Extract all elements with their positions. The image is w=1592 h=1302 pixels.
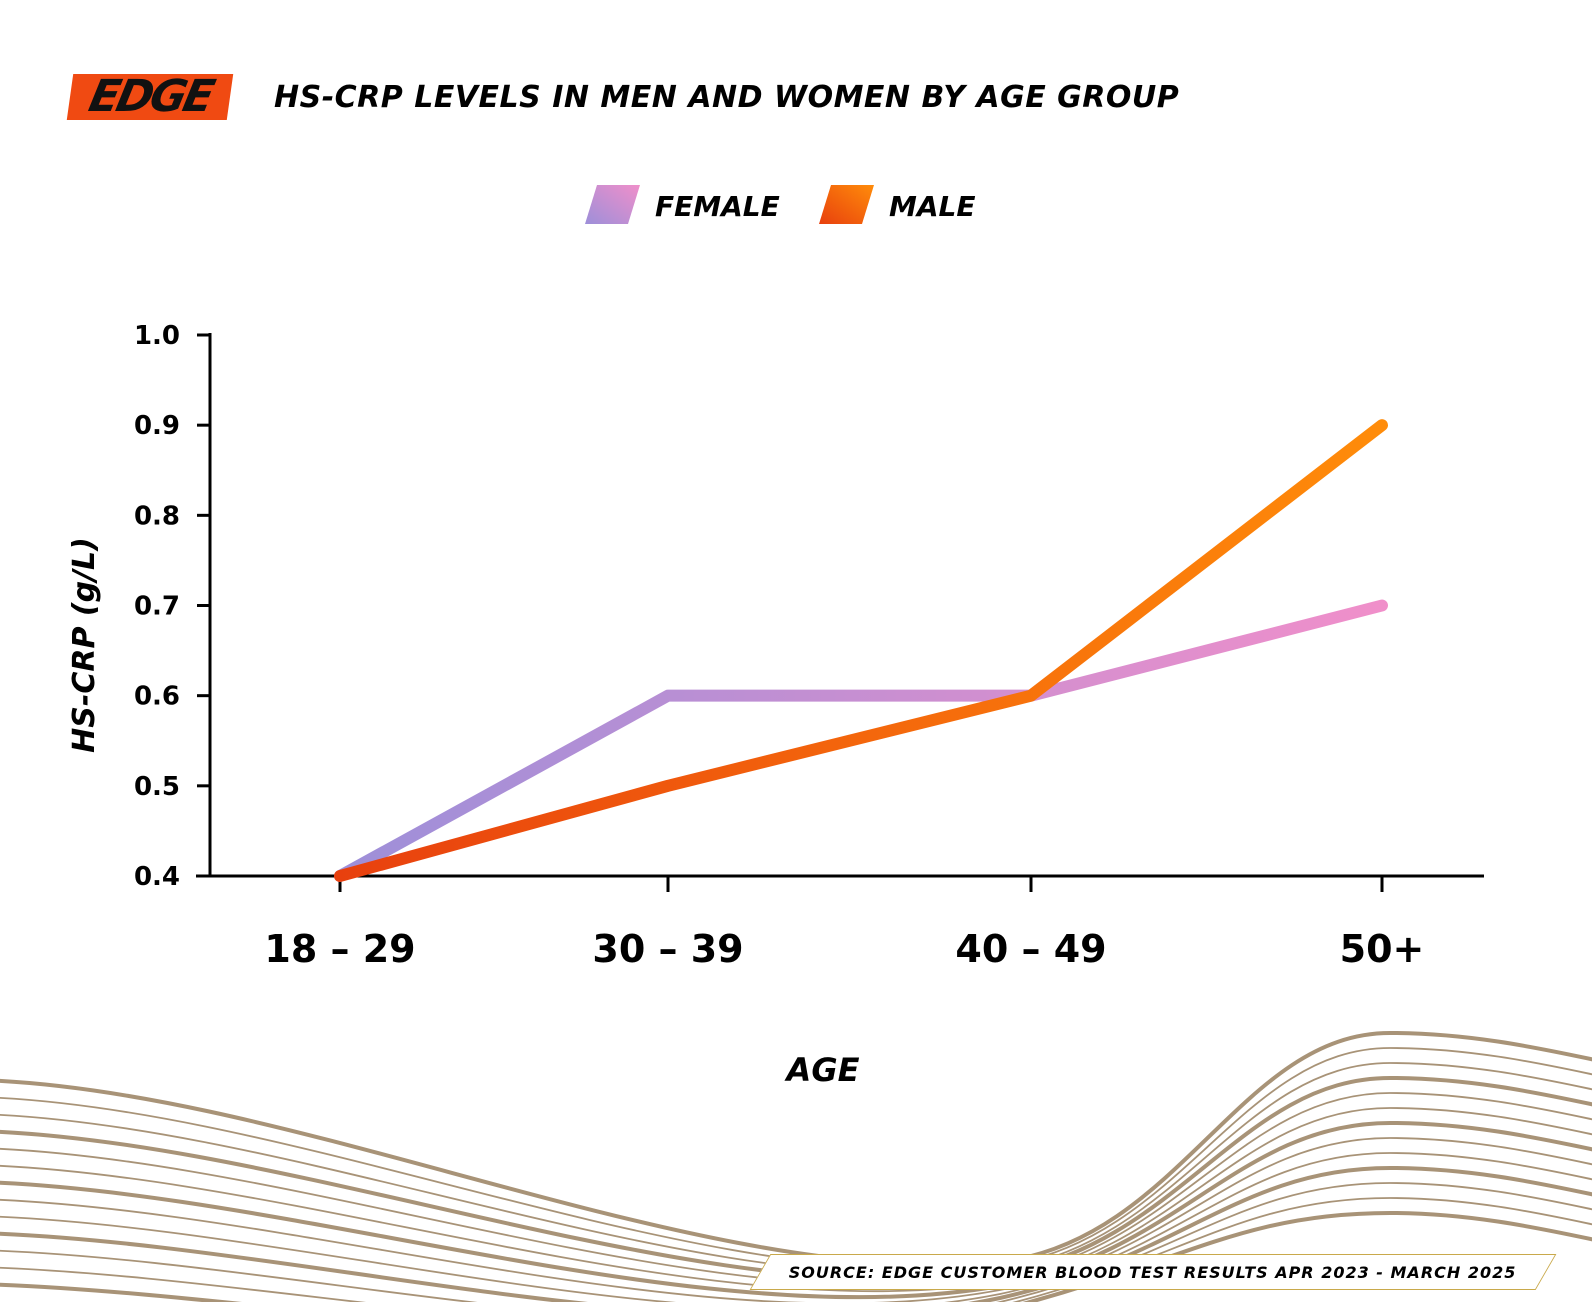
legend-swatch-male bbox=[819, 185, 874, 224]
legend: FEMALE MALE bbox=[585, 185, 976, 224]
x-category-label: 30 – 39 bbox=[592, 927, 743, 971]
y-tick-label: 0.7 bbox=[134, 592, 180, 622]
series-line-female bbox=[334, 599, 1388, 882]
y-tick-label: 0.4 bbox=[134, 862, 180, 892]
x-category-label: 50+ bbox=[1340, 927, 1425, 971]
legend-label-male: MALE bbox=[889, 190, 976, 223]
wave-line bbox=[0, 1182, 1592, 1302]
legend-swatch-female bbox=[585, 185, 640, 224]
y-axis-ticks: 0.4 0.5 0.6 0.7 0.8 0.9 1.0 bbox=[134, 321, 210, 892]
y-tick-label: 0.5 bbox=[134, 772, 180, 802]
source-text: SOURCE: EDGE CUSTOMER BLOOD TEST RESULTS… bbox=[789, 1262, 1517, 1282]
series-layer bbox=[334, 419, 1388, 882]
wave-line bbox=[0, 1030, 1592, 1267]
y-axis-title: HS-CRP (g/L) bbox=[67, 537, 102, 753]
y-tick-label: 0.6 bbox=[134, 682, 180, 712]
wave-line bbox=[0, 1197, 1592, 1302]
x-axis-ticks: 18 – 29 30 – 39 40 – 49 50+ bbox=[264, 876, 1424, 971]
x-category-label: 40 – 49 bbox=[955, 927, 1106, 971]
chart-title: HS-CRP LEVELS IN MEN AND WOMEN BY AGE GR… bbox=[274, 80, 1180, 115]
x-category-label: 18 – 29 bbox=[264, 927, 415, 971]
y-tick-label: 1.0 bbox=[134, 321, 180, 351]
wave-line bbox=[0, 1210, 1592, 1302]
y-tick-label: 0.9 bbox=[134, 411, 180, 441]
source-note: SOURCE: EDGE CUSTOMER BLOOD TEST RESULTS… bbox=[749, 1254, 1557, 1290]
series-line-male bbox=[334, 419, 1388, 882]
y-tick-label: 0.8 bbox=[134, 501, 180, 531]
legend-label-female: FEMALE bbox=[655, 190, 780, 223]
wave-line bbox=[0, 1047, 1592, 1271]
x-axis-title: AGE bbox=[784, 1051, 860, 1089]
